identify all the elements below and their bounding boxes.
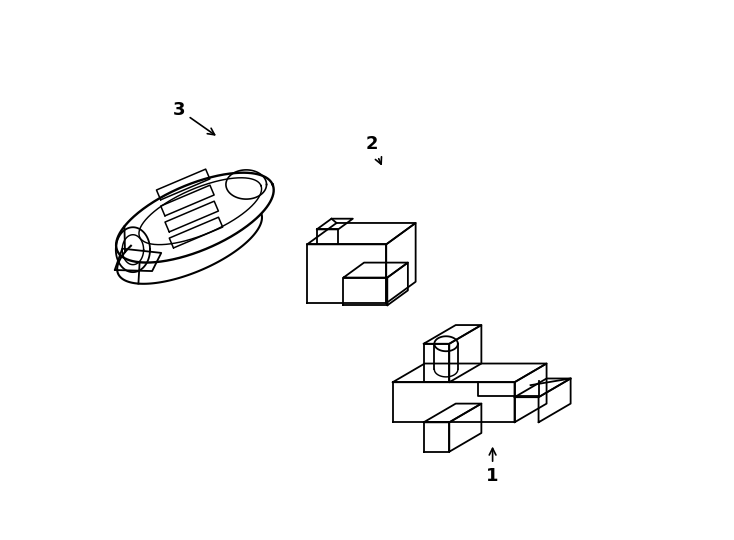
Text: 2: 2 xyxy=(366,136,382,164)
Text: 3: 3 xyxy=(172,100,214,135)
Text: 1: 1 xyxy=(487,448,499,485)
